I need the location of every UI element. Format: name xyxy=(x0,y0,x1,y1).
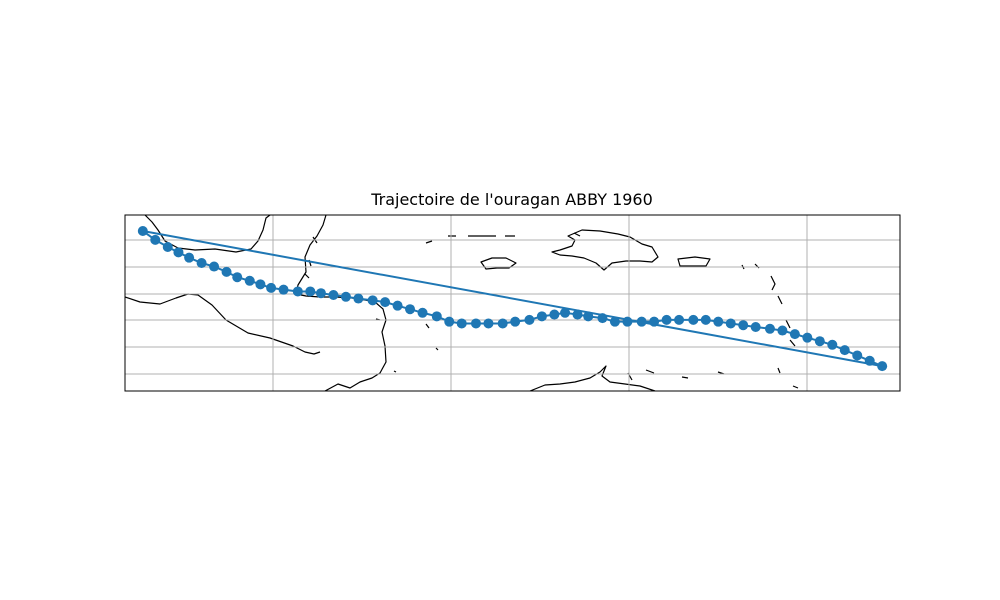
coastline-cuba xyxy=(425,232,581,244)
track-point xyxy=(852,350,863,361)
track-point xyxy=(764,323,775,334)
map-area xyxy=(125,215,900,391)
track-point xyxy=(560,307,571,318)
track-point xyxy=(340,291,351,302)
track-point xyxy=(380,297,391,308)
track-point xyxy=(470,318,481,329)
coastline-jamaica xyxy=(480,257,517,270)
track-point xyxy=(839,345,850,356)
track-point xyxy=(777,325,788,336)
track-point xyxy=(221,266,232,277)
track-point xyxy=(636,316,647,327)
track-point xyxy=(572,309,583,320)
ocean-background xyxy=(125,215,900,391)
track-point xyxy=(622,316,633,327)
track-point xyxy=(305,286,316,297)
map-frame xyxy=(124,214,901,392)
track-point xyxy=(255,279,266,290)
track-point xyxy=(549,309,560,320)
track-point xyxy=(232,272,243,283)
track-point xyxy=(244,275,255,286)
track-point xyxy=(315,288,326,299)
coastline-puerto-rico xyxy=(677,256,711,267)
track-point xyxy=(583,311,594,322)
track-point xyxy=(328,290,339,300)
track-point xyxy=(162,242,173,252)
track-point xyxy=(353,293,364,304)
track-point xyxy=(750,322,761,332)
track-point xyxy=(789,329,800,340)
track-point xyxy=(497,318,508,329)
track-point xyxy=(405,304,416,315)
track-point xyxy=(278,284,289,295)
track-point xyxy=(367,295,378,306)
track-point xyxy=(802,332,813,343)
track-point xyxy=(483,318,494,329)
track-point xyxy=(609,316,620,327)
track-point xyxy=(150,234,161,245)
track-point xyxy=(597,313,608,324)
track-point xyxy=(814,336,825,347)
track-point xyxy=(417,307,428,318)
track-point xyxy=(444,316,455,327)
coastline-south-america xyxy=(529,365,656,391)
track-point xyxy=(196,258,207,268)
track-point xyxy=(209,261,220,272)
track-point xyxy=(173,247,184,258)
track-point xyxy=(725,318,736,329)
track-point xyxy=(392,300,403,311)
track-point xyxy=(674,314,685,325)
track-point xyxy=(510,316,521,327)
track-point xyxy=(688,314,699,325)
track-point xyxy=(137,226,148,236)
coastline-hispaniola xyxy=(551,229,659,271)
track-point xyxy=(864,355,875,366)
track-point xyxy=(738,320,749,331)
track-point xyxy=(292,286,303,297)
track-point xyxy=(184,252,195,263)
track-point xyxy=(700,314,711,325)
track-point xyxy=(661,314,672,325)
track-point xyxy=(456,318,467,329)
hurricane-track xyxy=(137,226,888,372)
track-point xyxy=(713,316,724,327)
track-point xyxy=(266,282,277,293)
track-point xyxy=(524,314,535,325)
map-title: Trajectoire de l'ouragan ABBY 1960 xyxy=(370,190,653,209)
track-point xyxy=(877,361,888,372)
track-point xyxy=(827,339,838,350)
track-point xyxy=(536,311,547,322)
track-point xyxy=(431,311,442,322)
track-point xyxy=(649,316,660,327)
